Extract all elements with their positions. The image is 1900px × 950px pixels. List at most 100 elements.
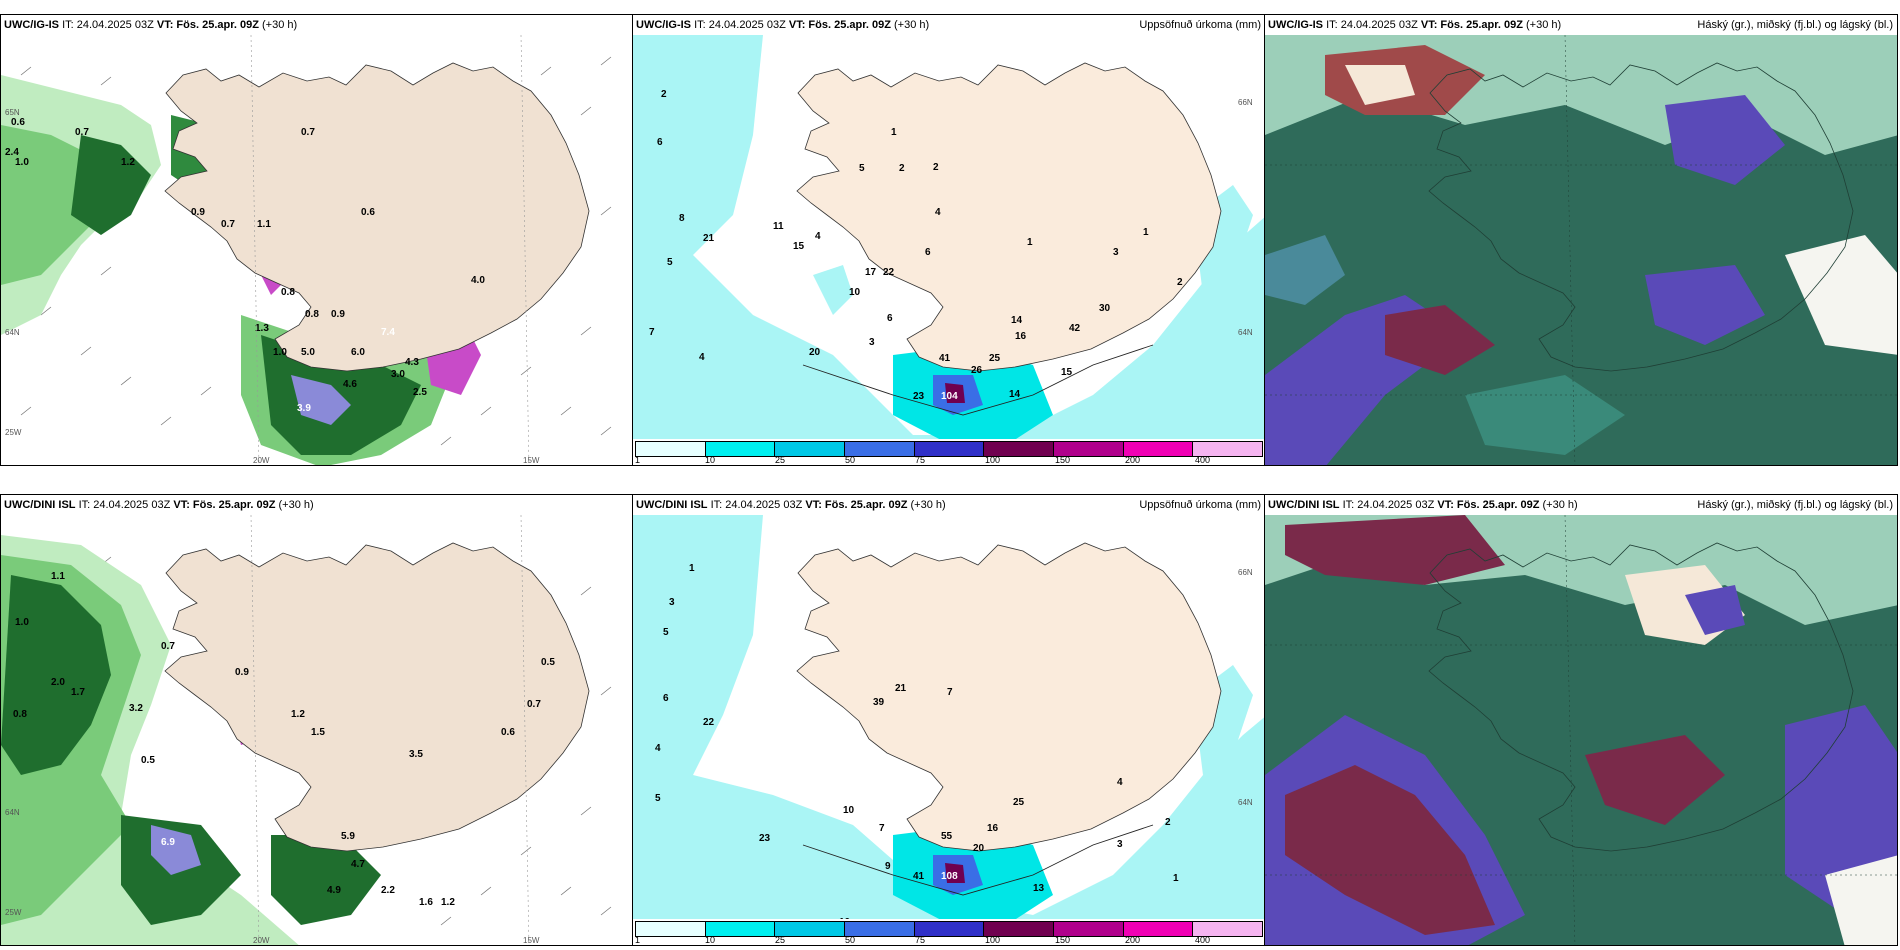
snow-label: 0.8 (305, 309, 319, 320)
init-time: IT: 24.04.2025 03Z (1326, 19, 1418, 31)
panel-precip-dini: 1 3 5 6 4 5 22 23 10 7 39 21 7 25 13 16 … (632, 494, 1266, 946)
snow-label: 4.0 (471, 275, 485, 286)
colorbar-cell (914, 442, 985, 456)
snow-label: 0.6 (11, 117, 25, 128)
panel-header: UWC/DINI ISL IT: 24.04.2025 03Z VT: Fös.… (1, 495, 633, 515)
colorbar-cells (635, 921, 1263, 937)
grid-label-25w: 25W (5, 428, 22, 437)
colorbar-label: 25 (775, 935, 786, 945)
snow-label: 0.8 (281, 287, 295, 298)
colorbar-label: 1 (635, 455, 641, 465)
valid-time: VT: Fös. 25.apr. 09Z (1420, 19, 1523, 31)
field-title: Uppsöfnuð úrkoma (mm) (1139, 19, 1261, 31)
precip-label: 20 (809, 347, 821, 358)
precip-label: 6 (887, 313, 893, 324)
precip-label: 4 (815, 231, 821, 242)
panel-header: UWC/DINI ISL IT: 24.04.2025 03Z VT: Fös.… (1265, 495, 1897, 515)
colorbar-cell (705, 442, 776, 456)
precip-label: 22 (703, 717, 715, 728)
init-time: IT: 24.04.2025 03Z (62, 19, 154, 31)
valid-time: VT: Fös. 25.apr. 09Z (788, 19, 891, 31)
snow-label: 2.4 (5, 147, 19, 158)
precip-label: 104 (941, 391, 958, 402)
snow-label: 2.0 (51, 677, 65, 688)
precip-label: 5 (859, 163, 865, 174)
precip-label: 22 (883, 267, 895, 278)
grid-label-64n: 64N (5, 328, 20, 337)
snow-label: 1.0 (273, 347, 287, 358)
precip-label: 5 (663, 627, 669, 638)
cloud-map-igis (1265, 15, 1897, 465)
lead-time: (+30 h) (894, 19, 930, 31)
valid-time: VT: Fös. 25.apr. 09Z (173, 499, 276, 511)
snow-label: 1.3 (255, 323, 269, 334)
colorbar-label: 200 (1125, 935, 1141, 945)
snow-label: 0.7 (527, 699, 541, 710)
lead-time: (+30 h) (262, 19, 298, 31)
colorbar-cell (984, 922, 1055, 936)
snow-label: 0.6 (501, 727, 515, 738)
cloud-map-dini (1265, 495, 1897, 945)
snow-label: 0.7 (301, 127, 315, 138)
precip-label: 15 (793, 241, 805, 252)
precip-label: 8 (679, 213, 685, 224)
panel-snow-igis: 0.6 2.4 1.0 0.7 1.2 0.9 0.7 1.1 0.6 0.8 … (0, 14, 634, 466)
snow-label: 0.7 (221, 219, 235, 230)
grid-label-64n: 64N (1238, 798, 1253, 807)
precip-label: 14 (1011, 315, 1023, 326)
colorbar-cell (845, 442, 915, 456)
precip-colorbar: 1 10 25 50 75 100 150 200 400 (633, 439, 1265, 465)
graticule-layer: 66N 64N (1238, 98, 1253, 337)
snow-label: 0.8 (13, 709, 27, 720)
snow-label: 1.2 (121, 157, 135, 168)
snow-label: 5.9 (341, 831, 355, 842)
grid-label-64n: 64N (1238, 328, 1253, 337)
grid-label-20w: 20W (253, 456, 270, 465)
colorbar-cell (914, 922, 985, 936)
precip-label: 25 (1013, 797, 1025, 808)
colorbar-label: 50 (845, 455, 856, 465)
snow-label: 0.7 (161, 641, 175, 652)
precip-label: 4 (935, 207, 941, 218)
snow-label: 1.5 (311, 727, 325, 738)
precip-label: 6 (925, 247, 931, 258)
colorbar-label: 200 (1125, 455, 1141, 465)
precip-label: 3 (1117, 839, 1123, 850)
snow-label: 4.3 (405, 357, 419, 368)
snow-label: 2.2 (381, 885, 395, 896)
precip-label: 26 (971, 365, 983, 376)
colorbar-cell (1123, 922, 1194, 936)
graticule-layer: 20W 15W 25W 64N 65N (5, 34, 540, 465)
graticule-layer: 66N 64N (1238, 568, 1253, 807)
precip-label: 13 (1033, 883, 1045, 894)
precip-label: 1 (1027, 237, 1033, 248)
precip-map-dini: 1 3 5 6 4 5 22 23 10 7 39 21 7 25 13 16 … (633, 495, 1265, 945)
snow-label: 4.9 (327, 885, 341, 896)
panel-clouds-dini: UWC/DINI ISL IT: 24.04.2025 03Z VT: Fös.… (1264, 494, 1898, 946)
colorbar-cell (984, 442, 1055, 456)
precip-label: 25 (989, 353, 1001, 364)
colorbar-label: 100 (985, 935, 1001, 945)
snow-label: 2.5 (413, 387, 427, 398)
precip-label: 7 (947, 687, 953, 698)
colorbar-label: 150 (1055, 935, 1071, 945)
colorbar-cell (1054, 442, 1124, 456)
precip-label: 3 (669, 597, 675, 608)
model-name: UWC/IG-IS (1268, 19, 1323, 31)
precip-map-igis: 2 6 8 5 7 4 20 21 15 11 4 17 22 6 10 6 3… (633, 15, 1265, 465)
lead-time: (+30 h) (1542, 499, 1578, 511)
grid-label-65n: 65N (5, 108, 20, 117)
grid-label-15w: 15W (523, 456, 540, 465)
precip-label: 1 (891, 127, 897, 138)
panel-snow-dini: 1.1 1.0 0.8 3.2 2.0 1.7 0.9 1.2 0.5 0.7 … (0, 494, 634, 946)
precip-label: 41 (913, 871, 925, 882)
precip-label: 21 (703, 233, 715, 244)
colorbar-label: 25 (775, 455, 786, 465)
panel-precip-igis: 2 6 8 5 7 4 20 21 15 11 4 17 22 6 10 6 3… (632, 14, 1266, 466)
precip-label: 20 (973, 843, 985, 854)
precip-label: 4 (699, 352, 705, 363)
colorbar-label: 100 (985, 455, 1001, 465)
snow-label: 5.0 (301, 347, 315, 358)
snow-label: 1.1 (51, 571, 65, 582)
snow-map-dini: 1.1 1.0 0.8 3.2 2.0 1.7 0.9 1.2 0.5 0.7 … (1, 495, 633, 945)
